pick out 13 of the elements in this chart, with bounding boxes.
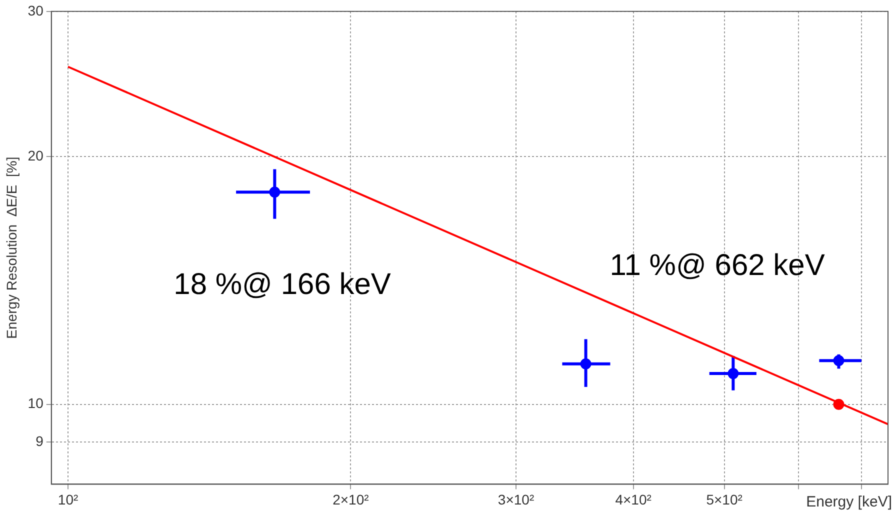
- x-tick-label: 10²: [58, 491, 78, 508]
- x-tick-label: 4×10²: [615, 491, 652, 508]
- x-axis-title: Energy [keV]: [806, 494, 892, 511]
- y-tick-label: 10: [28, 395, 44, 412]
- y-tick-label: 30: [28, 2, 44, 18]
- annotation: 11 %@ 662 keV: [610, 248, 825, 282]
- x-tick-label: 3×10²: [498, 491, 534, 508]
- x-tick-label: 2×10²: [332, 491, 370, 508]
- y-tick-label: 9: [36, 432, 44, 449]
- y-tick-label: 20: [28, 147, 44, 164]
- x-tick-label: 5×10²: [706, 491, 743, 508]
- annotation: 18 %@ 166 keV: [174, 268, 391, 301]
- y-axis-title: Energy Resolution ΔE/E [%]: [3, 156, 20, 339]
